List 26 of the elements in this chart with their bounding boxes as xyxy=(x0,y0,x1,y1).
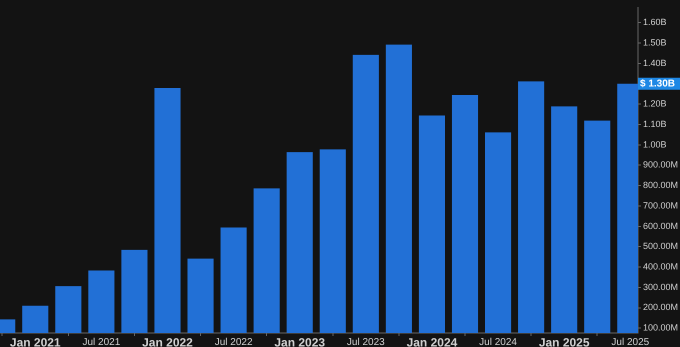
y-tick-label: 100.00M xyxy=(643,322,678,333)
y-tick-label: 1.60B xyxy=(643,17,667,28)
y-tick-label: 900.00M xyxy=(643,160,678,170)
y-tick-label: 700.00M xyxy=(643,200,678,210)
y-tick-label: 300.00M xyxy=(643,282,678,292)
y-tick-label: 1.00B xyxy=(643,139,667,150)
text: $ 1.30B xyxy=(640,78,676,90)
y-tick-label: 800.00M xyxy=(643,180,678,190)
x-tick-label: Jul 2025 xyxy=(611,336,650,347)
y-tick-label: 1.10B xyxy=(643,118,667,129)
y-tick-label: 500.00M xyxy=(643,241,678,252)
x-tick-label: Jan 2024 xyxy=(406,336,458,347)
y-tick-label: 200.00M xyxy=(643,302,678,312)
y-tick-label: 1.50B xyxy=(643,38,667,48)
y-tick-label: 1.20B xyxy=(643,98,667,109)
x-tick-label: Jan 2022 xyxy=(142,336,194,347)
y-tick-label: 1.40B xyxy=(643,58,667,68)
x-tick-label: Jul 2022 xyxy=(214,336,253,347)
x-tick-label: Jan 2021 xyxy=(10,336,61,347)
x-tick-label: Jan 2025 xyxy=(538,336,590,347)
x-tick-label: Jul 2023 xyxy=(346,336,386,347)
x-tick-label: Jan 2023 xyxy=(274,336,326,347)
x-tick-label: Jul 2021 xyxy=(82,336,121,347)
x-tick-label: Jul 2024 xyxy=(479,336,518,347)
y-tick-label: 400.00M xyxy=(643,262,678,272)
y-tick-label: 600.00M xyxy=(643,220,678,231)
